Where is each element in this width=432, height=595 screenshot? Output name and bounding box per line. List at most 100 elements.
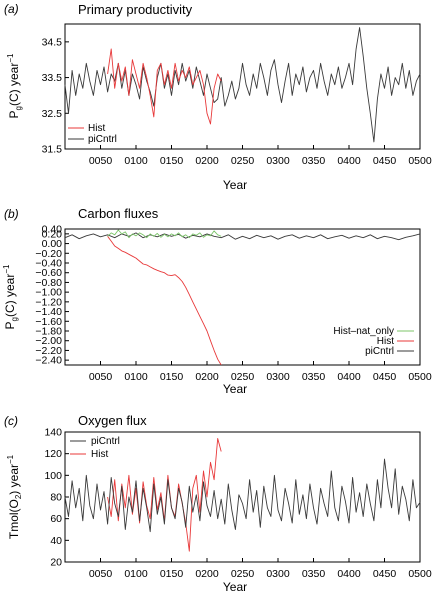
series-lines <box>64 27 421 143</box>
x-tick-label: 0050 <box>89 155 113 167</box>
x-tick-label: 0500 <box>408 155 432 167</box>
x-tick-label: 0350 <box>302 371 326 383</box>
x-tick-label: 0050 <box>89 371 113 383</box>
chart-title-primary-productivity: Primary productivity <box>78 2 193 17</box>
x-tick-label: 0100 <box>124 371 148 383</box>
series-line-picntrl <box>64 458 421 533</box>
x-axis-label: Year <box>223 580 247 594</box>
y-tick-label: −1.20 <box>35 296 62 308</box>
y-tick-label: −0.20 <box>35 248 62 260</box>
x-tick-label: 0300 <box>266 371 290 383</box>
x-tick-label: 0250 <box>231 371 255 383</box>
y-tick-label: 80 <box>50 492 62 504</box>
legend-label-hist: Hist <box>88 123 105 134</box>
y-axis-label: Tmol(O2) year−1 <box>6 454 23 539</box>
x-tick-label: 0300 <box>266 568 290 580</box>
y-axis-label: Pg(C) year−1 <box>6 53 23 118</box>
y-axis-label: Pg(C) year−1 <box>2 264 19 329</box>
y-tick-label: −1.80 <box>35 326 62 338</box>
panel-label-c: (c) <box>4 414 18 428</box>
x-tick-label: 0100 <box>124 568 148 580</box>
y-tick-label: 40 <box>50 535 62 547</box>
x-tick-label: 0200 <box>195 568 219 580</box>
series-line-picntrl <box>64 232 421 241</box>
chart-title-carbon-fluxes: Carbon fluxes <box>78 206 159 221</box>
legend-label-hist-nat-only: Hist–nat_only <box>333 326 394 337</box>
legend-label-picntrl: piCntrl <box>91 436 120 447</box>
x-tick-label: 0250 <box>231 568 255 580</box>
x-tick-label: 0450 <box>373 568 397 580</box>
y-tick-label: −1.00 <box>35 287 62 299</box>
x-ticks: 0050 0100 0150 0200 0250 0300 0350 0400 0450 0500 <box>89 558 432 580</box>
y-tick-label: −0.60 <box>35 267 62 279</box>
legend: Hist–nat_only Hist piCntrl <box>333 326 414 357</box>
y-tick-label: 34.5 <box>42 36 63 48</box>
x-tick-label: 0100 <box>124 155 148 167</box>
x-tick-label: 0350 <box>302 568 326 580</box>
x-tick-label: 0500 <box>408 568 432 580</box>
x-ticks: 0050 0100 0150 0200 0250 0300 0350 0400 0450 0500 <box>89 145 432 167</box>
x-tick-label: 0500 <box>408 371 432 383</box>
x-axis-label: Year <box>223 382 247 396</box>
x-tick-label: 0200 <box>195 155 219 167</box>
x-tick-label: 0250 <box>231 155 255 167</box>
y-tick-label: 140 <box>44 427 62 439</box>
series-line-hist <box>107 48 222 125</box>
x-tick-label: 0150 <box>160 155 184 167</box>
x-tick-label: 0050 <box>89 568 113 580</box>
y-tick-label: 32.5 <box>42 108 63 120</box>
y-tick-label: 33.5 <box>42 72 63 84</box>
x-axis-label: Year <box>223 178 247 192</box>
x-tick-label: 0200 <box>195 371 219 383</box>
series-line-hist-nat-only <box>107 229 222 239</box>
series-line-hist <box>107 236 222 366</box>
y-tick-label: −2.00 <box>35 335 62 347</box>
y-tick-label: −0.80 <box>35 277 62 289</box>
x-tick-label: 0300 <box>266 155 290 167</box>
x-tick-label: 0450 <box>373 155 397 167</box>
y-tick-label: −2.20 <box>35 345 62 357</box>
x-tick-label: 0150 <box>160 371 184 383</box>
y-tick-label: 120 <box>44 448 62 460</box>
x-tick-label: 0150 <box>160 568 184 580</box>
panel-primary-productivity: (a) Primary productivity 31.5 32.5 33.5 34.… <box>4 2 432 192</box>
y-tick-label: −2.40 <box>35 355 62 367</box>
series-line-hist <box>107 438 222 552</box>
panel-oxygen-flux: (c) Oxygen flux 20 40 60 80 100 120 140 0050 01… <box>4 413 432 594</box>
x-tick-label: 0400 <box>337 568 361 580</box>
y-ticks: 20 40 60 80 100 120 140 <box>44 427 69 569</box>
panel-label-a: (a) <box>4 2 19 16</box>
y-ticks: 0.400.200.00−0.20−0.40−0.60−0.80−1.00−1.… <box>35 224 69 367</box>
legend: piCntrl Hist <box>70 436 120 460</box>
y-tick-label: 0.00 <box>42 238 63 250</box>
y-ticks: 31.5 32.5 33.5 34.5 <box>42 36 69 156</box>
x-tick-label: 0350 <box>302 155 326 167</box>
y-tick-label: −1.60 <box>35 316 62 328</box>
legend-label-hist: Hist <box>377 336 394 347</box>
legend: Hist piCntrl <box>68 123 117 145</box>
series-lines <box>64 438 421 552</box>
y-tick-label: 0.40 <box>42 224 63 236</box>
series-line-picntrl <box>64 27 421 143</box>
y-tick-label: 60 <box>50 513 62 525</box>
y-tick-label: −1.40 <box>35 306 62 318</box>
legend-label-hist: Hist <box>91 449 108 460</box>
legend-label-picntrl: piCntrl <box>365 346 394 357</box>
legend-label-picntrl: piCntrl <box>88 134 117 145</box>
y-tick-label: 20 <box>50 557 62 569</box>
y-tick-label: 100 <box>44 470 62 482</box>
plot-frame <box>64 431 421 563</box>
x-tick-label: 0450 <box>373 371 397 383</box>
plot-frame <box>64 228 421 366</box>
chart-title-oxygen-flux: Oxygen flux <box>78 413 147 428</box>
x-ticks: 0050 0100 0150 0200 0250 0300 0350 0400 0450 0500 <box>89 361 432 383</box>
y-tick-label: 31.5 <box>42 144 63 156</box>
y-tick-label: −0.40 <box>35 258 62 270</box>
y-tick-label: 0.20 <box>42 228 63 240</box>
series-lines <box>64 229 421 366</box>
x-tick-label: 0400 <box>337 371 361 383</box>
x-tick-label: 0400 <box>337 155 361 167</box>
panel-carbon-fluxes: (b) Carbon fluxes 0.400.200.00−0.20−0.40… <box>2 206 432 396</box>
panel-label-b: (b) <box>4 207 19 221</box>
